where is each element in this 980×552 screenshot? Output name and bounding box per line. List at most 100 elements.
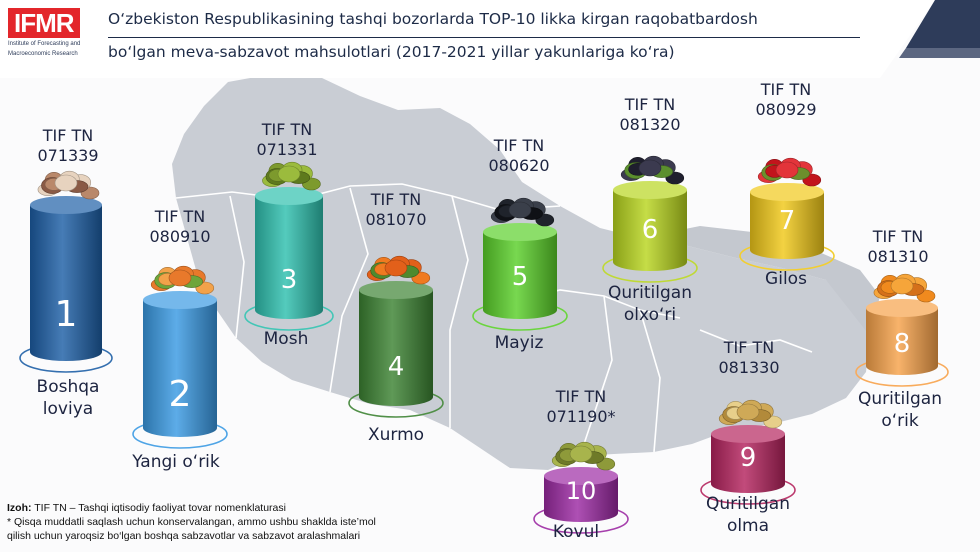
code-label-8: TIF TN 081310 [838,227,958,267]
cherry-icon [757,157,822,187]
code-label-9: TIF TN 081330 [689,338,809,378]
code-number: 071190* [546,407,616,426]
code-number: 081070 [365,210,427,229]
column-top [30,196,102,214]
column-top [750,183,824,201]
dried-apricot-icon [873,273,936,303]
code-number: 071331 [256,140,318,159]
code-prefix: TIF TN [760,80,812,99]
apricot-icon [150,265,215,295]
code-number: 080929 [755,100,817,119]
product-name-line-1: Quritilgan [858,389,942,409]
product-name-3: Mosh [216,328,356,350]
note-line-1: Izoh: TIF TN – Tashqi iqtisodiy faoliyat… [7,502,286,515]
product-piece [736,403,760,421]
logo-subtitle-line-1: Institute of Forecasting and [8,41,81,47]
column-body [483,232,557,319]
caper-icon [551,441,616,471]
code-label-6: TIF TN 081320 [590,95,710,135]
product-piece [384,259,408,277]
logo-wordmark: IFMR [8,8,80,38]
product-name-8: Quritilgan o‘rik [830,388,970,432]
rank-number: 2 [169,374,192,415]
column-body [359,290,433,406]
product-piece [569,445,593,463]
column-top [866,299,938,317]
column-7: 7 [739,183,835,271]
column-body [143,300,217,437]
product-images [37,155,936,471]
column-top [483,223,557,241]
note-text-1: TIF TN – Tashqi iqtisodiy faoliyat tovar… [34,502,286,514]
column-body [613,190,687,271]
column-8: 8 [855,299,949,387]
note-line-2: * Qisqa muddatli saqlash uchun konserval… [7,516,376,528]
product-name-line-1: Xurmo [367,425,425,445]
column-top [544,467,618,485]
product-name-line-1: Gilos [765,269,807,289]
product-piece [775,161,799,179]
code-prefix: TIF TN [261,120,313,139]
product-piece [277,165,301,183]
product-name-6: Quritilgan olxo‘ri [580,282,720,326]
rank-number: 9 [740,443,757,473]
column-top [255,187,323,205]
note-label: Izoh: [7,502,32,514]
code-number: 081320 [619,115,681,134]
code-label-4: TIF TN 081070 [336,190,456,230]
column-5: 5 [472,223,568,331]
code-label-3: TIF TN 071331 [227,120,347,160]
product-name-line-2: o‘rik [881,411,919,431]
note-line-3: qilish uchun yaroqsiz bo‘lgan boshqa sab… [7,530,361,542]
column-top [143,291,217,309]
column-body [750,192,824,259]
column-1: 1 [19,196,113,373]
code-label-1: TIF TN 071339 [8,126,128,166]
header-banner-shape [0,0,935,78]
product-name-line-2: loviya [42,399,94,419]
beans-icon [37,170,100,200]
column-top [711,425,785,443]
product-piece [54,174,78,192]
product-name-4: Xurmo [326,424,466,446]
rank-number: 4 [388,352,405,382]
code-prefix: TIF TN [493,136,545,155]
column-9: 9 [700,425,796,505]
code-prefix: TIF TN [370,190,422,209]
product-piece [508,201,532,219]
ifmr-logo: IFMR Institute of Forecasting and Macroe… [8,8,90,58]
product-name-line-1: Boshqa [36,377,100,397]
code-label-5: TIF TN 080620 [459,136,579,176]
product-columns: 1 2 3 4 5 6 7 8 9 10 [19,181,949,534]
code-number: 081310 [867,247,929,266]
code-label-10: TIF TN 071190* [521,387,641,427]
rank-number: 7 [779,206,796,236]
logo-subtitle-line-2: Macroeconomic Research [8,51,78,57]
code-prefix: TIF TN [154,207,206,226]
raisin-icon [490,197,555,227]
column-body [544,476,618,522]
product-name-line-1: Mosh [263,329,309,349]
dried-apple-icon [718,399,783,429]
rank-number: 8 [894,329,911,359]
code-prefix: TIF TN [872,227,924,246]
rank-number: 3 [281,265,298,295]
column-body [30,205,102,361]
product-name-line-1: Quritilgan [706,494,790,514]
header: IFMR Institute of Forecasting and Macroe… [0,0,980,78]
product-name-line-2: olma [726,516,770,536]
product-name-7: Gilos [716,268,856,290]
code-label-2: TIF TN 080910 [120,207,240,247]
product-piece [890,277,914,295]
product-name-line-1: Quritilgan [608,283,692,303]
code-number: 080620 [488,156,550,175]
column-body [711,434,785,493]
code-number: 080910 [149,227,211,246]
code-prefix: TIF TN [555,387,607,406]
column-6: 6 [602,181,698,283]
prune-icon [620,155,685,185]
product-name-line-2: olxo‘ri [623,305,677,325]
column-10: 10 [533,467,629,534]
